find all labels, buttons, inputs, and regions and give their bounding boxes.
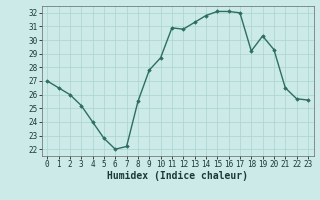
X-axis label: Humidex (Indice chaleur): Humidex (Indice chaleur) [107, 171, 248, 181]
